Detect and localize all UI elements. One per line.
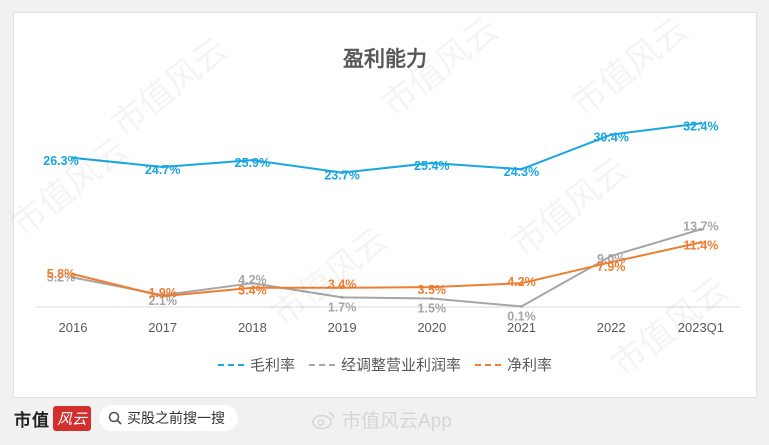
data-label: 1.7% xyxy=(328,300,357,314)
data-label: 1.5% xyxy=(418,301,447,315)
footer-bar: 市值 风云 买股之前搜一搜 市值风云App xyxy=(0,396,769,445)
data-point xyxy=(520,304,523,308)
data-label: 7.9% xyxy=(597,260,626,274)
brand-logo: 市值 风云 xyxy=(14,406,92,431)
data-point xyxy=(71,276,75,280)
data-point xyxy=(609,254,613,258)
legend-label: 经调整营业利润率 xyxy=(340,357,461,374)
data-point xyxy=(430,285,434,289)
chart-legend: 毛利率 经调整营业利润率 净利率 xyxy=(14,354,756,375)
legend-item-3: 净利率 xyxy=(475,354,552,375)
data-point xyxy=(340,295,344,299)
legend-swatch xyxy=(475,363,501,366)
x-tick-label: 2020 xyxy=(417,320,446,335)
x-tick-label: 2023Q1 xyxy=(678,320,724,335)
data-point xyxy=(520,281,523,285)
weibo-watermark: 市值风云App xyxy=(312,406,452,433)
data-point xyxy=(609,133,613,137)
data-label: 4.2% xyxy=(507,275,536,289)
data-label: 24.7% xyxy=(145,163,180,177)
series-line-3 xyxy=(72,241,702,298)
data-point xyxy=(250,281,254,285)
weibo-icon xyxy=(312,411,334,429)
legend-label: 毛利率 xyxy=(249,357,295,374)
data-label: 5.2% xyxy=(47,271,76,285)
data-label: 23.7% xyxy=(324,169,359,183)
data-point xyxy=(430,161,434,165)
data-point xyxy=(161,165,165,169)
data-point xyxy=(699,227,703,231)
data-label: 9.0% xyxy=(597,252,626,266)
legend-label: 净利率 xyxy=(507,357,553,374)
series-line-2 xyxy=(72,228,702,308)
data-label: 3.4% xyxy=(238,284,267,298)
search-placeholder: 买股之前搜一搜 xyxy=(127,410,225,426)
data-point xyxy=(161,294,165,298)
brand-text: 市值 xyxy=(14,411,50,430)
data-point xyxy=(520,167,523,171)
data-point xyxy=(699,121,703,125)
x-tick-label: 2018 xyxy=(238,320,267,335)
data-label: 11.4% xyxy=(684,238,719,252)
legend-item-2: 经调整营业利润率 xyxy=(308,354,461,375)
legend-item-1: 毛利率 xyxy=(217,354,295,375)
x-tick-label: 2016 xyxy=(59,320,88,335)
data-label: 13.7% xyxy=(683,219,718,233)
series-line-1 xyxy=(72,122,702,174)
chart-title: 盈利能力 xyxy=(343,48,427,71)
line-chart: 2016 2017 2018 2019 2020 2021 2022 2023Q1 26.3% 2… xyxy=(36,119,740,335)
data-label: 26.3% xyxy=(43,154,78,168)
legend-swatch xyxy=(217,363,244,366)
data-label: 3.4% xyxy=(328,278,357,292)
data-label: 25.9% xyxy=(235,156,270,170)
data-point xyxy=(250,286,254,290)
data-label: 25.4% xyxy=(414,159,449,173)
data-point xyxy=(699,240,703,244)
search-icon xyxy=(108,411,122,425)
legend-swatch xyxy=(308,363,335,366)
data-label: 24.3% xyxy=(504,165,539,179)
data-point xyxy=(71,272,75,276)
data-label: 3.5% xyxy=(418,283,447,297)
search-box[interactable]: 买股之前搜一搜 xyxy=(99,405,238,431)
x-tick-label: 2019 xyxy=(328,320,357,335)
data-label: 32.4% xyxy=(683,119,718,133)
data-point xyxy=(340,286,344,290)
x-tick-label: 2021 xyxy=(507,320,536,335)
data-label: 2.1% xyxy=(148,294,177,308)
data-label: 5.8% xyxy=(47,267,76,281)
chart-card: 盈利能力 2016 2017 2018 2019 2020 2021 2022 2023Q1 2… xyxy=(13,12,757,398)
data-label: 0.1% xyxy=(507,309,536,323)
data-point xyxy=(609,260,613,264)
data-label: 30.4% xyxy=(593,131,628,145)
data-point xyxy=(250,158,254,162)
watermark-text: 市值风云App xyxy=(342,411,452,432)
x-tick-label: 2017 xyxy=(148,320,177,335)
data-label: 4.2% xyxy=(238,273,267,287)
data-point xyxy=(340,171,344,175)
data-label: 1.9% xyxy=(148,286,177,300)
data-point xyxy=(71,156,75,160)
data-point xyxy=(430,296,434,300)
x-tick-label: 2022 xyxy=(597,320,626,335)
brand-badge: 风云 xyxy=(53,406,92,431)
